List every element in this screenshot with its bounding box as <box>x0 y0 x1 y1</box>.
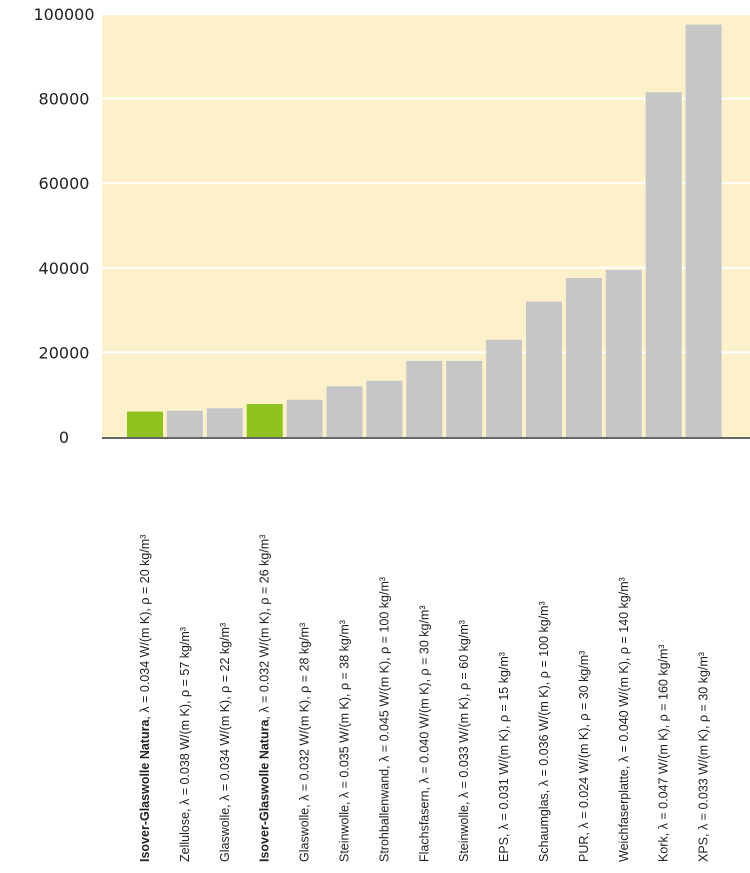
x-tick-label: Weichfaserplatte, λ = 0.040 W/(m K), ρ =… <box>617 577 631 862</box>
material-properties: , λ = 0.034 W/(m K), ρ = 20 kg/m³ <box>138 535 152 720</box>
bar <box>685 24 722 437</box>
bar <box>645 92 682 437</box>
x-tick-label: Zellulose, λ = 0.038 W/(m K), ρ = 57 kg/… <box>178 627 192 862</box>
material-properties: , λ = 0.024 W/(m K), ρ = 30 kg/m³ <box>577 651 591 836</box>
material-properties: , λ = 0.045 W/(m K), ρ = 100 kg/m³ <box>377 577 391 769</box>
y-tick-label: 80000 <box>39 90 90 109</box>
bar <box>206 408 243 437</box>
material-properties: , λ = 0.038 W/(m K), ρ = 57 kg/m³ <box>178 627 192 812</box>
x-tick-label: Kork, λ = 0.047 W/(m K), ρ = 160 kg/m³ <box>657 644 671 862</box>
material-properties: , λ = 0.032 W/(m K), ρ = 26 kg/m³ <box>258 535 272 720</box>
material-name: PUR <box>577 836 591 862</box>
material-properties: , λ = 0.033 W/(m K), ρ = 30 kg/m³ <box>697 652 711 837</box>
bar <box>366 380 403 437</box>
material-properties: , λ = 0.035 W/(m K), ρ = 38 kg/m³ <box>338 620 352 805</box>
x-tick-labels: Isover-Glaswolle Natura, λ = 0.034 W/(m … <box>138 535 711 862</box>
bar <box>446 360 483 437</box>
bar <box>246 404 283 437</box>
material-name: Steinwolle <box>457 805 471 862</box>
x-tick-label: Isover-Glaswolle Natura, λ = 0.034 W/(m … <box>138 535 152 862</box>
bar <box>326 386 363 437</box>
bar <box>286 399 323 437</box>
material-properties: , λ = 0.040 W/(m K), ρ = 30 kg/m³ <box>417 605 431 790</box>
x-tick-label: PUR, λ = 0.024 W/(m K), ρ = 30 kg/m³ <box>577 651 591 862</box>
material-properties: , λ = 0.047 W/(m K), ρ = 160 kg/m³ <box>657 644 671 836</box>
material-name: EPS <box>497 837 511 862</box>
bars <box>127 24 722 437</box>
x-tick-label: Schaumglas, λ = 0.036 W/(m K), ρ = 100 k… <box>537 601 551 862</box>
material-name: Weichfaserplatte <box>617 769 631 862</box>
bar <box>127 411 163 437</box>
bar <box>406 360 443 437</box>
material-name: Glaswolle <box>298 808 312 862</box>
y-tick-label: 40000 <box>39 259 90 278</box>
material-properties: , λ = 0.031 W/(m K), ρ = 15 kg/m³ <box>497 652 511 837</box>
material-name: Strohballenwand <box>377 769 391 862</box>
x-tick-label: Isover-Glaswolle Natura, λ = 0.032 W/(m … <box>258 535 272 862</box>
y-tick-label: 0 <box>59 428 69 447</box>
bar <box>565 277 602 437</box>
bar <box>605 269 642 437</box>
material-name: Flachsfasern <box>417 790 431 862</box>
x-tick-label: Glaswolle, λ = 0.032 W/(m K), ρ = 28 kg/… <box>298 623 312 862</box>
y-tick-labels: 0 20000 40000 60000 80000 100000 <box>33 5 94 447</box>
material-properties: , λ = 0.040 W/(m K), ρ = 140 kg/m³ <box>617 577 631 769</box>
y-tick-label: 20000 <box>39 343 90 362</box>
x-tick-label: Strohballenwand, λ = 0.045 W/(m K), ρ = … <box>377 577 391 862</box>
material-name: Isover-Glaswolle Natura <box>258 719 272 862</box>
x-tick-label: XPS, λ = 0.033 W/(m K), ρ = 30 kg/m³ <box>697 652 711 862</box>
x-tick-label: EPS, λ = 0.031 W/(m K), ρ = 15 kg/m³ <box>497 652 511 862</box>
material-properties: , λ = 0.036 W/(m K), ρ = 100 kg/m³ <box>537 601 551 793</box>
x-tick-label: Steinwolle, λ = 0.035 W/(m K), ρ = 38 kg… <box>338 620 352 862</box>
y-tick-label: 100000 <box>33 5 94 24</box>
x-tick-label: Flachsfasern, λ = 0.040 W/(m K), ρ = 30 … <box>417 605 431 862</box>
material-name: Kork <box>657 836 671 862</box>
x-tick-label: Steinwolle, λ = 0.033 W/(m K), ρ = 60 kg… <box>457 620 471 862</box>
x-tick-label: Glaswolle, λ = 0.034 W/(m K), ρ = 22 kg/… <box>218 623 232 862</box>
material-name: Glaswolle <box>218 808 232 862</box>
material-properties: , λ = 0.034 W/(m K), ρ = 22 kg/m³ <box>218 623 232 808</box>
material-properties: , λ = 0.033 W/(m K), ρ = 60 kg/m³ <box>457 620 471 805</box>
gridlines <box>102 13 750 354</box>
material-name: Steinwolle <box>338 805 352 862</box>
material-name: Schaumglas <box>537 793 551 862</box>
y-tick-label: 60000 <box>39 174 90 193</box>
bar <box>526 301 562 437</box>
material-name: Isover-Glaswolle Natura <box>138 719 152 862</box>
material-properties: , λ = 0.032 W/(m K), ρ = 28 kg/m³ <box>298 623 312 808</box>
material-name: XPS <box>697 837 711 862</box>
bar <box>166 410 203 437</box>
material-name: Zellulose <box>178 812 192 862</box>
bar <box>486 339 523 437</box>
